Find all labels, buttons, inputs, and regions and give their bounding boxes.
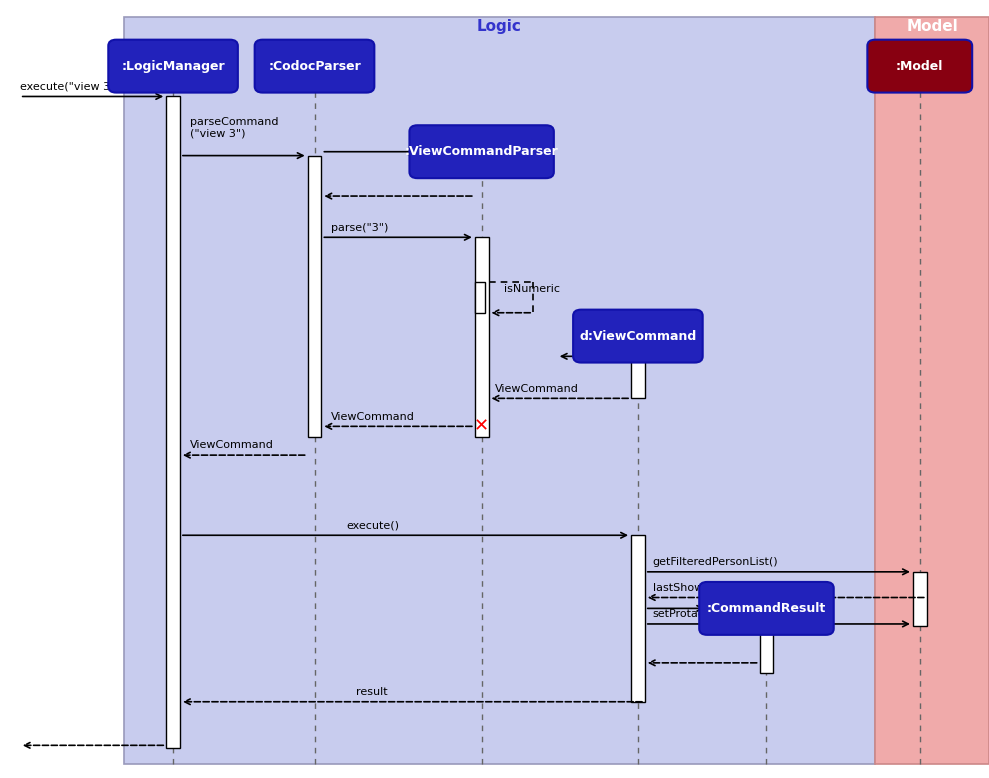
Bar <box>875 17 989 764</box>
Text: ViewCommand: ViewCommand <box>190 440 274 450</box>
Text: ViewCommand: ViewCommand <box>494 384 579 394</box>
FancyBboxPatch shape <box>409 125 554 178</box>
Text: result: result <box>356 687 388 697</box>
Bar <box>760 629 773 673</box>
Bar <box>475 282 485 313</box>
Text: d:ViewCommand: d:ViewCommand <box>580 330 696 342</box>
Text: Model: Model <box>906 19 958 34</box>
Text: parseCommand
("view 3"): parseCommand ("view 3") <box>190 117 278 138</box>
Text: ViewCommand: ViewCommand <box>331 412 415 422</box>
FancyBboxPatch shape <box>867 40 972 93</box>
Bar <box>631 356 645 398</box>
Text: execute(): execute() <box>346 520 400 531</box>
Bar <box>308 156 321 437</box>
FancyBboxPatch shape <box>574 310 703 363</box>
Text: parse("3"): parse("3") <box>331 223 389 233</box>
Text: :Model: :Model <box>896 60 944 72</box>
Text: :CommandResult: :CommandResult <box>707 602 826 615</box>
Bar <box>124 17 875 764</box>
Bar <box>913 572 927 626</box>
Text: lastShownList: lastShownList <box>653 583 730 593</box>
Text: :LogicManager: :LogicManager <box>122 60 225 72</box>
Text: execute("view 3"): execute("view 3") <box>20 81 120 91</box>
FancyBboxPatch shape <box>109 40 238 93</box>
FancyBboxPatch shape <box>699 582 834 635</box>
Bar <box>166 96 180 748</box>
Text: Logic: Logic <box>477 19 522 34</box>
Text: :CodocParser: :CodocParser <box>268 60 361 72</box>
FancyBboxPatch shape <box>255 40 374 93</box>
Text: setProtagonist(): setProtagonist() <box>653 609 742 619</box>
Text: getFilteredPersonList(): getFilteredPersonList() <box>653 557 778 567</box>
Text: :ViewCommandParser: :ViewCommandParser <box>405 145 559 158</box>
Bar <box>475 237 489 437</box>
Text: ✕: ✕ <box>474 417 490 436</box>
Text: isNumeric: isNumeric <box>504 284 561 294</box>
Bar <box>631 535 645 702</box>
